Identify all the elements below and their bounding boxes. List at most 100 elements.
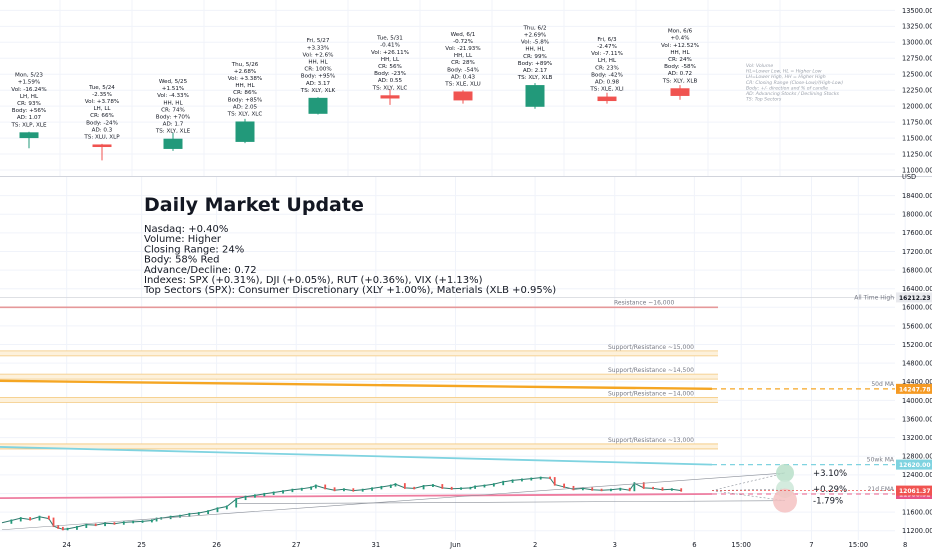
candle-body bbox=[525, 85, 545, 107]
time-axis-tick: 25 bbox=[137, 541, 146, 549]
mini-candle bbox=[432, 484, 434, 488]
time-axis-tick: 2 bbox=[533, 541, 537, 549]
candle-label-line: HH, LL bbox=[381, 57, 400, 63]
level-support-15000[interactable]: Support/Resistance ~15,000 bbox=[0, 344, 718, 357]
upper-axis-tick: 12750.00 bbox=[902, 55, 932, 63]
time-axis-tick: 8 bbox=[903, 541, 907, 549]
candle-label-line: AD: 0.72 bbox=[668, 71, 692, 77]
candle-body bbox=[670, 88, 690, 96]
candle-label-line: -0.72% bbox=[453, 39, 473, 45]
time-axis-tick: 6 bbox=[692, 541, 696, 549]
candle-label-line: Body: -23% bbox=[374, 71, 406, 77]
candle[interactable] bbox=[92, 143, 112, 161]
mini-candle bbox=[469, 486, 472, 490]
candle-label-line: LH, HL bbox=[598, 58, 617, 64]
legend-note: HL=Lower Low, HL = Higher Low bbox=[746, 69, 822, 75]
ma-50wk-ma[interactable]: 50wk MA bbox=[0, 446, 895, 466]
mini-candle bbox=[633, 482, 636, 492]
upper-axis-tick: 12500.00 bbox=[902, 71, 932, 79]
projection-label: -1.79% bbox=[813, 497, 843, 507]
mini-candle bbox=[216, 507, 219, 513]
candle-label-line: Vol: +2.6% bbox=[303, 52, 334, 58]
candles-layer[interactable] bbox=[19, 83, 690, 161]
mini-candle bbox=[403, 483, 406, 489]
level-support-14500[interactable]: Support/Resistance ~14,500 bbox=[0, 367, 718, 380]
mini-candle bbox=[492, 483, 495, 487]
mini-candle bbox=[10, 519, 13, 524]
candle-label-line: HH, HL bbox=[235, 83, 255, 89]
level-lines: All Time High 16212.23 Resistance ~16,000 S… bbox=[0, 292, 932, 450]
level-support-14000[interactable]: Support/Resistance ~14,000 bbox=[0, 390, 718, 403]
candle-label-line: HH, HL bbox=[525, 47, 545, 53]
candle-label-line: Vol: -16.24% bbox=[11, 87, 46, 93]
candle-label-line: Vol: +3.38% bbox=[228, 76, 263, 82]
support-zone bbox=[0, 374, 718, 380]
summary-line: Closing Range: 24% bbox=[144, 244, 244, 255]
candle[interactable] bbox=[525, 83, 545, 109]
projection[interactable]: -1.79% bbox=[711, 488, 843, 513]
candle-label-line: Wed, 6/1 bbox=[451, 32, 476, 38]
upper-axis-tick: 11750.00 bbox=[902, 119, 932, 127]
summary-line: Nasdaq: +0.40% bbox=[144, 224, 228, 235]
price-line[interactable] bbox=[1, 477, 682, 530]
upper-axis-tick: 11000.00 bbox=[902, 166, 932, 174]
mini-candle bbox=[380, 485, 383, 490]
candle[interactable] bbox=[163, 132, 183, 151]
projection[interactable]: +3.10% bbox=[711, 463, 847, 491]
lower-axis-tick: 16000.00 bbox=[902, 304, 932, 312]
lower-axis-tick: 14400.00 bbox=[902, 378, 932, 386]
candle[interactable] bbox=[670, 85, 690, 100]
ma-label: 50wk MA bbox=[867, 457, 895, 464]
lower-axis-tick: 11200.00 bbox=[902, 527, 932, 535]
candle-label-line: +1.51% bbox=[162, 86, 184, 92]
candle-label-line: CR: 100% bbox=[304, 67, 331, 73]
candle-label-line: Tue, 5/31 bbox=[376, 36, 403, 42]
mini-candle bbox=[76, 525, 78, 530]
mini-candle bbox=[521, 478, 523, 482]
candle[interactable] bbox=[597, 92, 617, 104]
level-resistance-16000[interactable]: Resistance ~16,000 bbox=[0, 299, 718, 309]
time-axis-tick: 26 bbox=[212, 541, 221, 549]
legend-note: Body: +/- direction and % of candle bbox=[746, 85, 828, 91]
mini-candle bbox=[225, 505, 228, 510]
level-label: Resistance ~16,000 bbox=[614, 299, 674, 306]
candle[interactable] bbox=[19, 131, 39, 149]
candle[interactable] bbox=[380, 89, 400, 105]
upper-axis-tick: 13250.00 bbox=[902, 23, 932, 31]
mini-candle bbox=[47, 515, 50, 520]
lower-pane: All Time High 16212.23 Resistance ~16,000 S… bbox=[0, 177, 932, 549]
level-All Time High[interactable]: All Time High 16212.23 bbox=[0, 292, 932, 303]
mini-candle bbox=[460, 487, 462, 490]
candle-body bbox=[235, 121, 255, 142]
upper-price-axis[interactable]: 11000.00 11250.00 11500.00 11750.00 12000.00… bbox=[902, 7, 932, 175]
ma-50d-ma[interactable]: 50d MA bbox=[0, 379, 895, 391]
candle-label-line: -2.47% bbox=[597, 44, 617, 50]
candle-label-line: Vol: +26.11% bbox=[371, 50, 409, 56]
ma-21d-ema[interactable]: 21d EMA bbox=[0, 486, 895, 500]
time-axis-tick: 15:00 bbox=[849, 541, 869, 549]
ma-tag bbox=[896, 383, 932, 394]
candle[interactable] bbox=[453, 90, 473, 104]
candle-label-line: TS: XLY, XLB bbox=[517, 75, 553, 81]
mini-candle bbox=[600, 488, 603, 492]
candle-label-line: CR: 66% bbox=[90, 113, 114, 119]
level-label: Support/Resistance ~14,500 bbox=[608, 367, 694, 374]
lower-price-axis[interactable]: 11200.0011600.0012000.0012400.0012800.00… bbox=[902, 192, 932, 535]
candle-label-line: TS: XLU, XLP bbox=[83, 134, 120, 140]
level-support-13000[interactable]: Support/Resistance ~13,000 bbox=[0, 437, 718, 450]
usd-axis-label: USD bbox=[902, 173, 916, 181]
ma-tag-text: 12620.00 bbox=[899, 462, 931, 469]
candle-label-line: Vol: -5.8% bbox=[521, 40, 549, 46]
time-axis[interactable]: 24 25 26 27 31 Jun 2 3 6 15:00 7 15:00 8 bbox=[62, 541, 907, 549]
candle[interactable] bbox=[308, 97, 328, 115]
candle[interactable] bbox=[235, 118, 255, 144]
mini-candle bbox=[619, 487, 622, 491]
lower-axis-tick: 15600.00 bbox=[902, 322, 932, 330]
candle-body bbox=[453, 91, 473, 101]
mini-candle bbox=[188, 512, 191, 517]
mini-candle bbox=[502, 480, 505, 486]
upper-axis-tick: 11500.00 bbox=[902, 134, 932, 142]
